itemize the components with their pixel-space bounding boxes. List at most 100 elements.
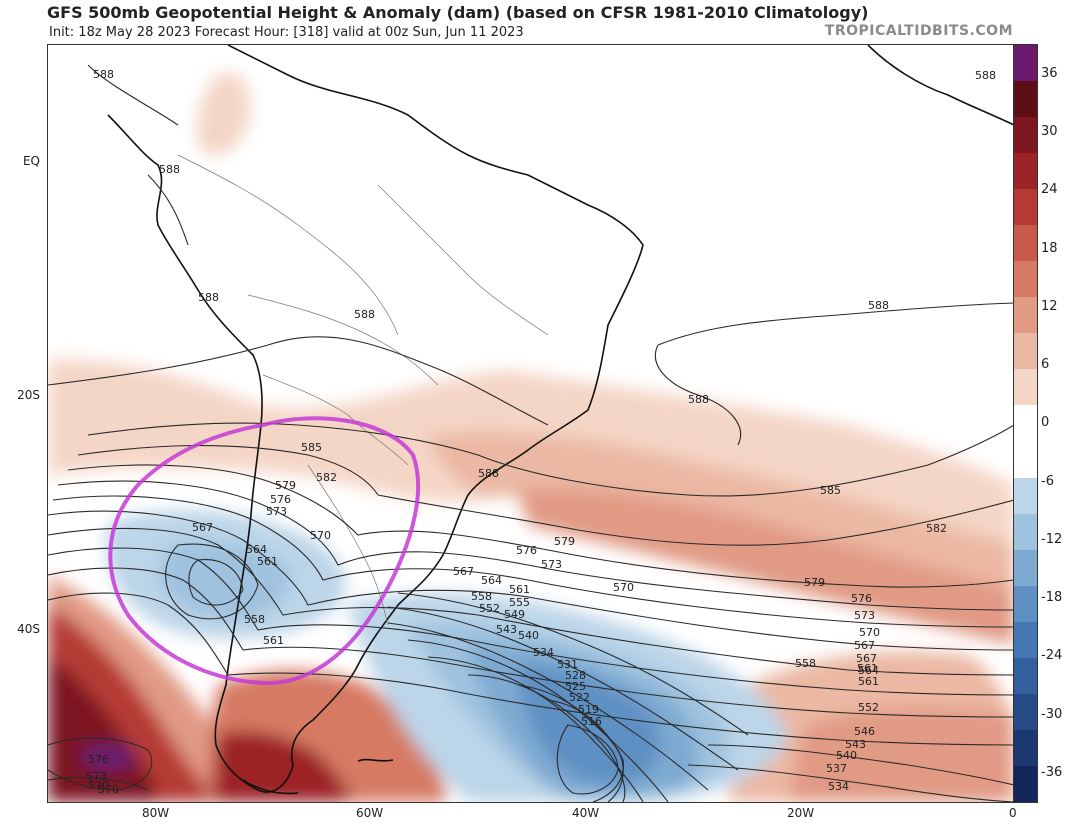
contour-label: 531 xyxy=(557,658,578,671)
lat-label-eq: EQ xyxy=(22,154,40,168)
contour-label: 561 xyxy=(257,555,278,568)
contour-low-pacific xyxy=(165,543,259,620)
contour-label: 558 xyxy=(795,657,816,670)
contour-label: 561 xyxy=(857,662,878,675)
contour-label: 570 xyxy=(859,626,880,639)
contour-label: 543 xyxy=(496,623,517,636)
contour-label: 570 xyxy=(88,779,109,792)
colorbar-segment xyxy=(1014,585,1037,622)
lon-label-40w: 40W xyxy=(572,806,600,820)
contour-582 xyxy=(77,444,1014,546)
colorbar-segment xyxy=(1014,513,1037,550)
colorbar-segment xyxy=(1014,765,1037,802)
contour-552 xyxy=(387,606,739,771)
colorbar-segment xyxy=(1014,405,1037,442)
contour-label: 588 xyxy=(159,163,180,176)
colorbar-segment xyxy=(1014,117,1037,154)
colorbar-tick-label: -36 xyxy=(1041,764,1063,780)
contour-label: 567 xyxy=(192,521,213,534)
colorbar-segment xyxy=(1014,657,1037,694)
contour-516 xyxy=(556,724,619,795)
contour-label: 552 xyxy=(479,602,500,615)
contour-label: 588 xyxy=(868,299,889,312)
contour-576 xyxy=(57,480,1014,611)
contour-label: 564 xyxy=(246,543,267,556)
contour-label: 561 xyxy=(858,675,879,688)
contour-label: 564 xyxy=(858,664,879,677)
colorbar-segment xyxy=(1014,225,1037,262)
contour-labels: 588 588 588 588 588 588 588 588 585 585 … xyxy=(86,68,996,796)
lat-label-20s: 20S xyxy=(17,388,40,402)
chart-subtitle: Init: 18z May 28 2023 Forecast Hour: [31… xyxy=(49,25,524,40)
colorbar-segment xyxy=(1014,189,1037,226)
map-svg: 588 588 588 588 588 588 588 588 585 585 … xyxy=(48,45,1014,802)
contour-label: 516 xyxy=(581,715,602,728)
colorbar-tick-label: -6 xyxy=(1041,473,1054,489)
brand-watermark: TROPICALTIDBITS.COM xyxy=(824,23,1013,39)
colorbar-segment xyxy=(1014,549,1037,586)
colorbar-segment xyxy=(1014,153,1037,190)
lon-label-20w: 20W xyxy=(787,806,815,820)
contour-east-south xyxy=(707,744,1014,786)
contour-label: 588 xyxy=(93,68,114,81)
contour-564 xyxy=(48,547,1014,696)
contour-label: 522 xyxy=(569,691,590,704)
colorbar xyxy=(1013,44,1038,803)
colorbar-tick-label: -30 xyxy=(1041,706,1063,722)
colorbar-tick-label: -24 xyxy=(1041,648,1063,664)
tierra-del-fuego xyxy=(242,779,299,795)
contour-579 xyxy=(67,464,1014,588)
contour-label: 546 xyxy=(854,725,875,738)
contour-low-pacific-inner xyxy=(188,559,244,606)
contour-label: 555 xyxy=(509,596,530,609)
south-america-coast xyxy=(107,45,644,793)
contour-label: 582 xyxy=(316,471,337,484)
contour-label: 570 xyxy=(310,529,331,542)
contour-label: 549 xyxy=(504,608,525,621)
contour-561 xyxy=(48,567,1014,718)
contour-label: 576 xyxy=(88,753,109,766)
contour-label: 579 xyxy=(804,576,825,589)
lon-label-80w: 80W xyxy=(142,806,170,820)
falklands xyxy=(357,758,394,762)
colorbar-segment xyxy=(1014,261,1037,298)
border-4 xyxy=(377,184,549,336)
border-1 xyxy=(177,154,399,336)
contour-label: 588 xyxy=(478,467,499,480)
contour-label: 588 xyxy=(975,69,996,82)
contour-588-main xyxy=(48,336,549,426)
contour-label: 534 xyxy=(533,646,554,659)
contour-label: 582 xyxy=(926,522,947,535)
contour-555 xyxy=(397,592,749,736)
colorbar-segment xyxy=(1014,45,1037,82)
contour-558 xyxy=(48,592,1014,746)
colorbar-segment xyxy=(1014,81,1037,118)
contour-label: 585 xyxy=(301,441,322,454)
colorbar-tick-label: 12 xyxy=(1041,298,1058,314)
contour-585 xyxy=(87,422,1014,497)
contour-label: 567 xyxy=(854,639,875,652)
colorbar-segment xyxy=(1014,369,1037,406)
map-panel: 588 588 588 588 588 588 588 588 585 585 … xyxy=(47,44,1015,803)
colorbar-segment xyxy=(1014,333,1037,370)
contour-label: 537 xyxy=(826,762,847,775)
contour-label: 579 xyxy=(275,479,296,492)
contour-label: 561 xyxy=(263,634,284,647)
lon-label-60w: 60W xyxy=(356,806,384,820)
contour-522 xyxy=(547,699,624,802)
contour-588-eq xyxy=(147,174,189,246)
contour-label: 543 xyxy=(845,738,866,751)
contour-label: 588 xyxy=(354,308,375,321)
contour-label: 561 xyxy=(509,583,530,596)
contour-588-nw xyxy=(87,64,179,126)
contour-573 xyxy=(52,495,1014,628)
contour-label: 579 xyxy=(554,535,575,548)
se-positive-core xyxy=(788,708,1014,802)
contour-534 xyxy=(467,674,626,802)
colorbar-tick-label: 30 xyxy=(1041,124,1058,140)
height-contours xyxy=(48,64,1014,802)
contour-567 xyxy=(48,527,1014,676)
contour-label: 573 xyxy=(541,558,562,571)
colorbar-segment xyxy=(1014,621,1037,658)
colorbar-tick-label: 0 xyxy=(1041,415,1050,431)
